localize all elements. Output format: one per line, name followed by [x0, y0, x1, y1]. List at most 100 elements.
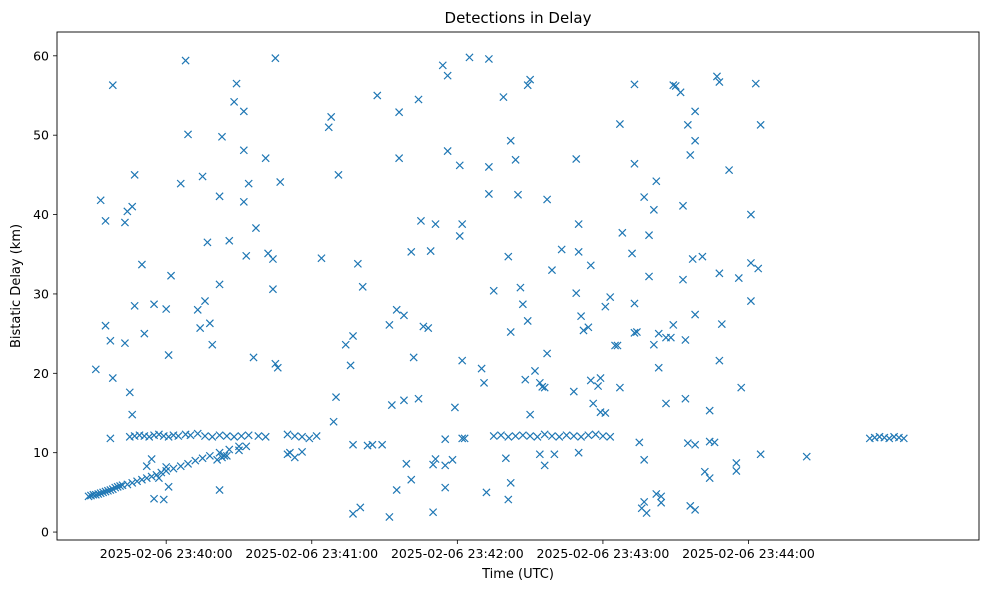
data-point	[283, 430, 292, 439]
data-point	[700, 467, 709, 476]
data-point	[183, 130, 193, 139]
data-point	[441, 435, 450, 444]
data-point	[698, 252, 707, 261]
data-point	[557, 245, 566, 254]
data-point	[329, 417, 338, 426]
data-point	[678, 275, 688, 284]
data-point	[317, 254, 326, 263]
data-point	[555, 432, 564, 441]
y-tick-label: 10	[33, 445, 49, 460]
data-point	[526, 75, 535, 84]
data-point	[717, 320, 726, 329]
data-point	[392, 485, 401, 495]
data-point	[84, 492, 93, 501]
data-point	[550, 450, 559, 459]
data-point	[540, 430, 549, 439]
data-point	[661, 399, 671, 408]
data-point	[657, 498, 666, 507]
data-point	[526, 410, 535, 419]
data-point	[681, 335, 690, 344]
data-point	[441, 483, 450, 492]
data-point	[715, 356, 724, 365]
data-point	[506, 478, 515, 487]
data-point	[710, 438, 719, 447]
data-point	[630, 159, 639, 168]
data-point	[414, 95, 423, 104]
data-point	[356, 503, 365, 512]
data-point	[154, 474, 163, 483]
data-point	[526, 431, 535, 441]
data-point	[547, 431, 556, 441]
data-points	[84, 53, 908, 522]
data-point	[261, 154, 270, 163]
data-point	[530, 366, 540, 375]
data-point	[276, 177, 285, 187]
data-point	[683, 120, 692, 129]
data-point	[746, 297, 755, 306]
data-point	[458, 220, 467, 229]
data-point	[106, 434, 115, 443]
data-point	[538, 382, 547, 391]
data-point	[106, 485, 115, 495]
data-point	[586, 261, 595, 270]
data-point	[128, 202, 137, 211]
data-point	[407, 247, 416, 256]
data-point	[196, 324, 205, 333]
data-point	[191, 456, 200, 465]
data-point	[198, 454, 207, 463]
y-tick-label: 50	[33, 128, 49, 143]
data-point	[137, 475, 146, 484]
data-point	[705, 474, 714, 483]
data-point	[283, 450, 292, 459]
data-point	[120, 218, 129, 227]
data-point	[654, 363, 663, 372]
data-point	[499, 93, 508, 102]
data-point	[584, 431, 593, 440]
data-point	[183, 459, 193, 468]
data-point	[715, 269, 724, 278]
data-point	[239, 197, 248, 206]
data-point	[756, 450, 765, 459]
data-point	[598, 431, 607, 441]
data-point	[681, 394, 690, 403]
data-point	[162, 462, 171, 471]
data-point	[426, 247, 435, 256]
data-point	[732, 458, 741, 468]
data-point	[419, 322, 428, 331]
data-point	[666, 333, 675, 342]
data-point	[480, 378, 489, 387]
data-point	[225, 236, 234, 245]
data-point	[640, 193, 649, 202]
data-point	[688, 254, 697, 264]
data-point	[577, 312, 586, 321]
data-point	[94, 489, 103, 498]
data-point	[489, 286, 498, 295]
data-point	[577, 432, 586, 441]
data-point	[387, 401, 396, 410]
data-point	[885, 434, 894, 443]
data-point	[193, 305, 202, 314]
data-point	[271, 359, 280, 368]
y-tick-label: 20	[33, 366, 49, 381]
data-point	[108, 374, 117, 383]
data-point	[601, 408, 610, 418]
data-point	[640, 455, 649, 464]
data-point	[644, 231, 654, 240]
data-point	[523, 316, 532, 325]
data-point	[205, 451, 214, 460]
data-point	[91, 365, 100, 374]
data-point	[657, 492, 666, 501]
data-point	[574, 247, 583, 256]
data-point	[715, 77, 724, 87]
data-point	[516, 283, 525, 292]
data-point	[130, 170, 139, 179]
data-point	[215, 280, 224, 289]
data-point	[230, 97, 239, 106]
data-point	[606, 432, 615, 441]
x-axis-ticks: 2025-02-06 23:40:00 2025-02-06 23:41:00 20…	[100, 540, 815, 561]
data-point	[101, 487, 110, 496]
data-point	[200, 297, 210, 306]
data-point	[683, 439, 692, 448]
data-point	[484, 162, 493, 171]
data-point	[346, 361, 355, 370]
